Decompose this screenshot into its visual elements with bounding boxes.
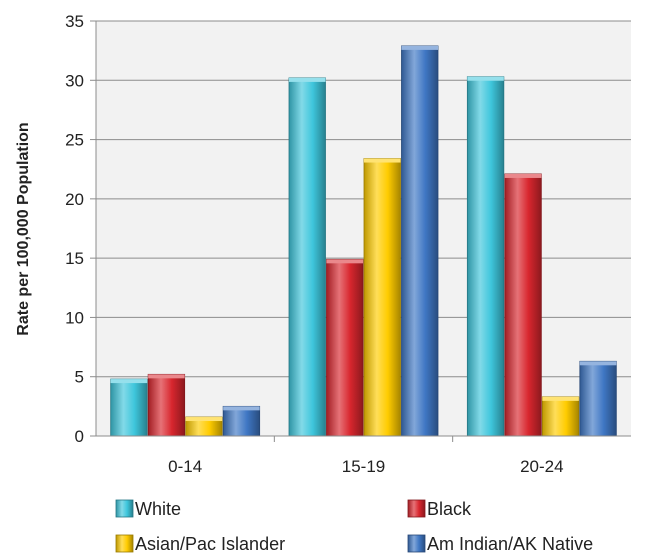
gridlines — [96, 20, 631, 378]
legend-swatch — [407, 534, 426, 553]
bar-cap — [148, 374, 185, 379]
axes — [90, 20, 631, 442]
bar-cap — [401, 45, 438, 50]
bar-am-indian-ak-native-0-14 — [222, 405, 261, 437]
bar-cap — [326, 259, 363, 264]
legend-label: Am Indian/AK Native — [427, 534, 593, 554]
y-tick-label: 0 — [75, 427, 84, 446]
bar-cap — [467, 76, 504, 81]
bar-white-15-19 — [288, 77, 326, 437]
legend-label: Black — [427, 499, 472, 519]
x-tick-label: 15-19 — [342, 457, 385, 476]
y-axis-title: Rate per 100,000 Population — [15, 122, 32, 335]
y-tick-label: 30 — [65, 71, 84, 90]
legend-swatch — [407, 499, 426, 518]
bars — [110, 45, 617, 437]
bar-black-15-19 — [326, 258, 364, 437]
bar-cap — [110, 379, 148, 384]
plot-area — [96, 21, 631, 436]
legend-item: Asian/Pac Islander — [115, 534, 285, 554]
y-tick-labels: 0 5 10 15 20 25 30 35 — [65, 12, 84, 446]
bar-cap — [223, 406, 260, 411]
bar-asian-pac-islander-20-24 — [541, 396, 580, 437]
legend-label: Asian/Pac Islander — [135, 534, 285, 554]
legend-item: Am Indian/AK Native — [407, 534, 593, 554]
bar-white-20-24 — [466, 76, 505, 437]
x-tick-label: 20-24 — [520, 457, 563, 476]
bar-cap — [504, 173, 542, 178]
legend-swatch — [115, 499, 134, 518]
legend-item: White — [115, 499, 181, 519]
y-tick-label: 35 — [65, 12, 84, 31]
y-tick-label: 10 — [65, 308, 84, 327]
legend: White Black Asian/Pac Islander Am Indian/AK… — [115, 499, 593, 554]
bar-black-0-14 — [147, 373, 186, 437]
bar-am-indian-ak-native-20-24 — [579, 360, 617, 437]
bar-cap — [579, 361, 617, 366]
legend-item: Black — [407, 499, 472, 519]
y-tick-label: 20 — [65, 190, 84, 209]
x-tick-label: 0-14 — [168, 457, 202, 476]
y-tick-label: 5 — [75, 368, 84, 387]
bar-cap — [364, 158, 401, 163]
bar-white-0-14 — [110, 378, 148, 437]
bar-cap — [185, 417, 223, 422]
bar-black-20-24 — [504, 173, 542, 437]
y-tick-label: 15 — [65, 249, 84, 268]
legend-swatch — [115, 534, 134, 553]
x-tick-labels: 0-14 15-19 20-24 — [168, 457, 563, 476]
legend-label: White — [135, 499, 181, 519]
bar-cap — [542, 396, 579, 401]
y-tick-label: 25 — [65, 131, 84, 150]
bar-am-indian-ak-native-15-19 — [401, 45, 439, 437]
bar-asian-pac-islander-15-19 — [363, 158, 401, 437]
bar-cap — [289, 77, 326, 82]
